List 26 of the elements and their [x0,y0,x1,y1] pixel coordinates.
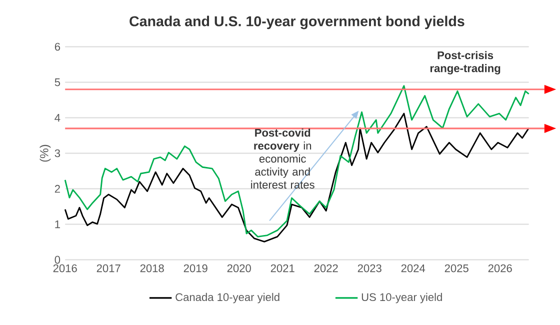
x-tick-label: 2016 [53,264,77,272]
y-tick-label: 4 [54,114,60,122]
y-tick-label: 3 [54,150,60,158]
y-tick-label: 0 [54,256,60,264]
legend-label: US 10-year yield [362,293,442,304]
y-tick-label: 5 [54,78,60,86]
x-tick-label: 2025 [444,264,468,272]
x-tick-label: 2017 [96,264,120,272]
x-tick-label: 2020 [227,264,251,272]
annotation: Post-crisis range-trading [430,51,500,75]
x-tick-label: 2026 [488,264,512,272]
x-tick-label: 2023 [358,264,382,272]
x-tick-label: 2018 [140,264,164,272]
x-tick-label: 2024 [401,264,426,272]
y-tick-label: 1 [55,220,60,228]
x-tick-label: 2019 [184,264,208,272]
chart-title: Canada and U.S. 10-year government bond yields [130,16,464,30]
y-tick-label: 6 [54,42,60,51]
x-tick-label: 2022 [314,264,338,272]
annotation: Post-covid recovery in economic activity and interest rates [251,128,314,189]
y-axis-title: (%) [40,145,51,162]
line-series [64,112,530,243]
y-tick-label: 2 [54,185,60,193]
x-tick-label: 2021 [270,264,294,272]
legend-label: Canada 10-year yield [176,293,280,304]
line-series [64,85,530,238]
